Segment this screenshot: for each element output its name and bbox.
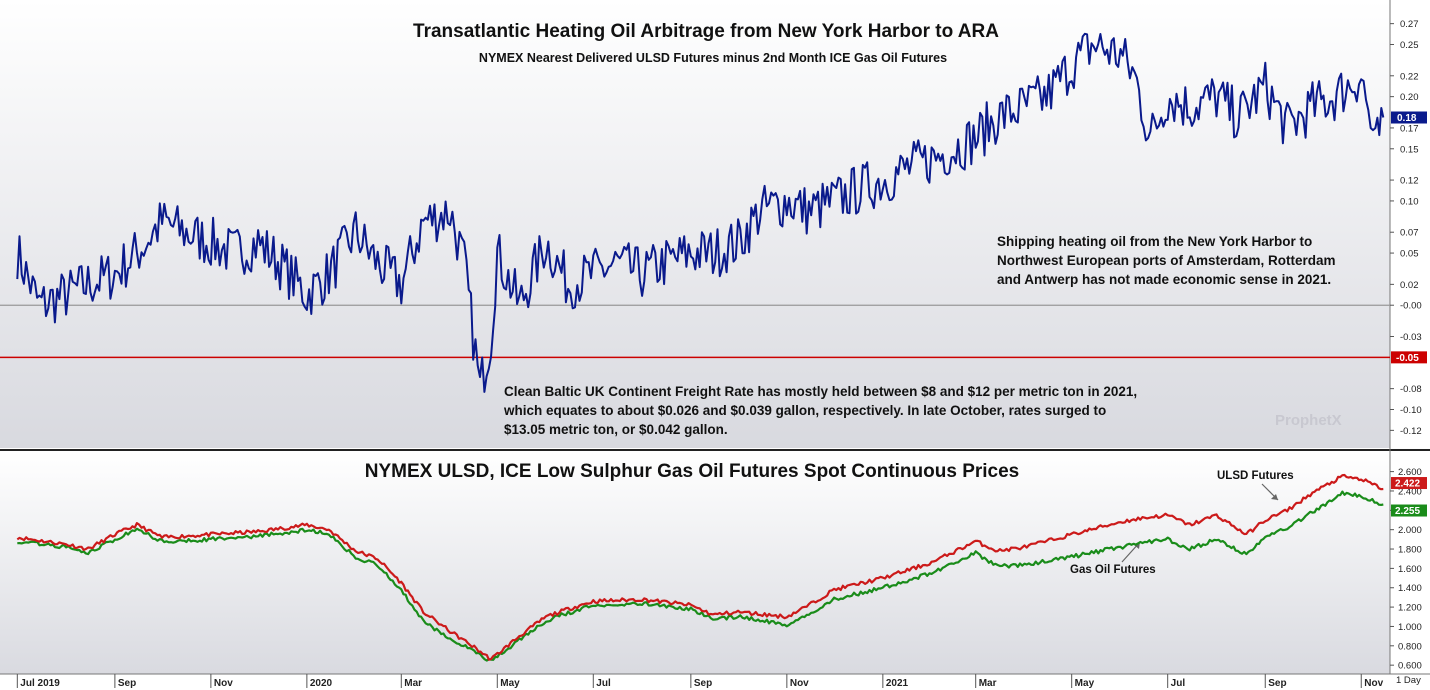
- x-tick-label: 2020: [310, 678, 333, 689]
- watermark-logo: ProphetX: [1275, 412, 1342, 429]
- gasoil-series-line: [17, 490, 1384, 662]
- top-chart-title: Transatlantic Heating Oil Arbitrage from…: [413, 21, 999, 42]
- ulsd-series-label: ULSD Futures: [1217, 470, 1294, 482]
- x-tick-label: Sep: [118, 678, 136, 689]
- x-tick-label: May: [1075, 678, 1095, 689]
- top-y-tick-label: 0.27: [1400, 19, 1419, 30]
- x-tick-label: Nov: [790, 678, 809, 689]
- bottom-y-tick-label: 1.600: [1398, 564, 1422, 575]
- gasoil-series-label: Gas Oil Futures: [1070, 564, 1156, 576]
- bottom-y-tick-label: 1.400: [1398, 583, 1422, 594]
- x-tick-label: Jul 2019: [20, 678, 60, 689]
- ulsd-last-value-label: 2.422: [1395, 479, 1420, 490]
- arbitrage-series-line: [16, 32, 1385, 393]
- top-y-tick-label: 0.17: [1400, 123, 1419, 134]
- period-label: 1 Day: [1396, 675, 1421, 686]
- top-y-tick-label: 0.22: [1400, 71, 1419, 82]
- x-tick-label: 2021: [886, 678, 909, 689]
- x-tick-label: Nov: [1364, 678, 1383, 689]
- top-y-tick-label: 0.05: [1400, 249, 1419, 260]
- gasoil-last-value-badge: [1391, 504, 1427, 517]
- bottom-chart-title: NYMEX ULSD, ICE Low Sulphur Gas Oil Futu…: [365, 461, 1020, 482]
- top-y-tick-label: 0.12: [1400, 176, 1419, 187]
- bottom-y-tick-label: 0.800: [1398, 641, 1422, 652]
- bottom-y-tick-label: 2.400: [1398, 486, 1422, 497]
- red-reference-badge: [1391, 351, 1427, 364]
- annotation-freight-line-1: Clean Baltic UK Continent Freight Rate h…: [504, 384, 1137, 399]
- x-tick-label: Jul: [1171, 678, 1186, 689]
- arbitrage-last-value-badge: [1391, 111, 1427, 124]
- top-y-tick-label: 0.10: [1400, 196, 1419, 207]
- annotation-shipping-line-1: Shipping heating oil from the New York H…: [997, 234, 1312, 249]
- ulsd-last-value-badge: [1391, 477, 1427, 490]
- bottom-y-tick-label: 2.600: [1398, 467, 1422, 478]
- top-y-tick-label: -0.12: [1400, 426, 1422, 437]
- top-chart-subtitle: NYMEX Nearest Delivered ULSD Futures min…: [479, 51, 947, 65]
- top-y-tick-label: -0.00: [1400, 301, 1422, 312]
- x-tick-label: Mar: [979, 678, 997, 689]
- annotation-freight: Clean Baltic UK Continent Freight Rate h…: [503, 384, 1137, 437]
- ulsd-series-line: [16, 473, 1384, 661]
- annotation-shipping-line-2: Northwest European ports of Amsterdam, R…: [997, 253, 1336, 268]
- top-y-tick-label: 0.02: [1400, 280, 1419, 291]
- top-y-tick-label: 0.20: [1400, 92, 1419, 103]
- x-tick-label: Mar: [404, 678, 422, 689]
- annotation-freight-line-2: which equates to about $0.026 and $0.039…: [503, 403, 1106, 418]
- x-tick-label: Sep: [694, 678, 712, 689]
- top-panel-background: [0, 0, 1390, 448]
- top-y-tick-label: -0.08: [1400, 384, 1422, 395]
- x-tick-label: May: [500, 678, 520, 689]
- top-y-tick-label: 0.15: [1400, 144, 1419, 155]
- x-tick-label: Jul: [596, 678, 611, 689]
- gasoil-last-value-label: 2.255: [1395, 506, 1420, 517]
- top-y-tick-label: -0.10: [1400, 405, 1422, 416]
- arbitrage-last-value-label: 0.18: [1397, 113, 1417, 124]
- bottom-panel-background: [0, 452, 1390, 674]
- ulsd-label-arrowhead: [1271, 494, 1278, 500]
- annotation-shipping-line-3: and Antwerp has not made economic sense …: [997, 272, 1331, 287]
- bottom-y-tick-label: 2.000: [1398, 525, 1422, 536]
- annotation-freight-line-3: $13.05 metric ton, or $0.042 gallon.: [504, 422, 728, 437]
- red-reference-badge-label: -0.05: [1396, 353, 1419, 364]
- top-y-tick-label: 0.07: [1400, 228, 1419, 239]
- bottom-y-tick-label: 1.800: [1398, 545, 1422, 556]
- top-y-tick-label: 0.25: [1400, 40, 1419, 51]
- bottom-y-tick-label: 1.000: [1398, 622, 1422, 633]
- chart-dynamic-layer: 0.27 0.25 0.22 0.20 0.17 0.15 0.12 0.10 0.07 0.05…: [0, 19, 1427, 689]
- x-tick-label: Sep: [1268, 678, 1286, 689]
- x-tick-label: Nov: [214, 678, 233, 689]
- top-y-tick-label: -0.03: [1400, 332, 1422, 343]
- annotation-shipping: Shipping heating oil from the New York H…: [997, 234, 1336, 287]
- bottom-y-tick-label: 1.200: [1398, 603, 1422, 614]
- bottom-y-tick-label: 0.600: [1398, 661, 1422, 672]
